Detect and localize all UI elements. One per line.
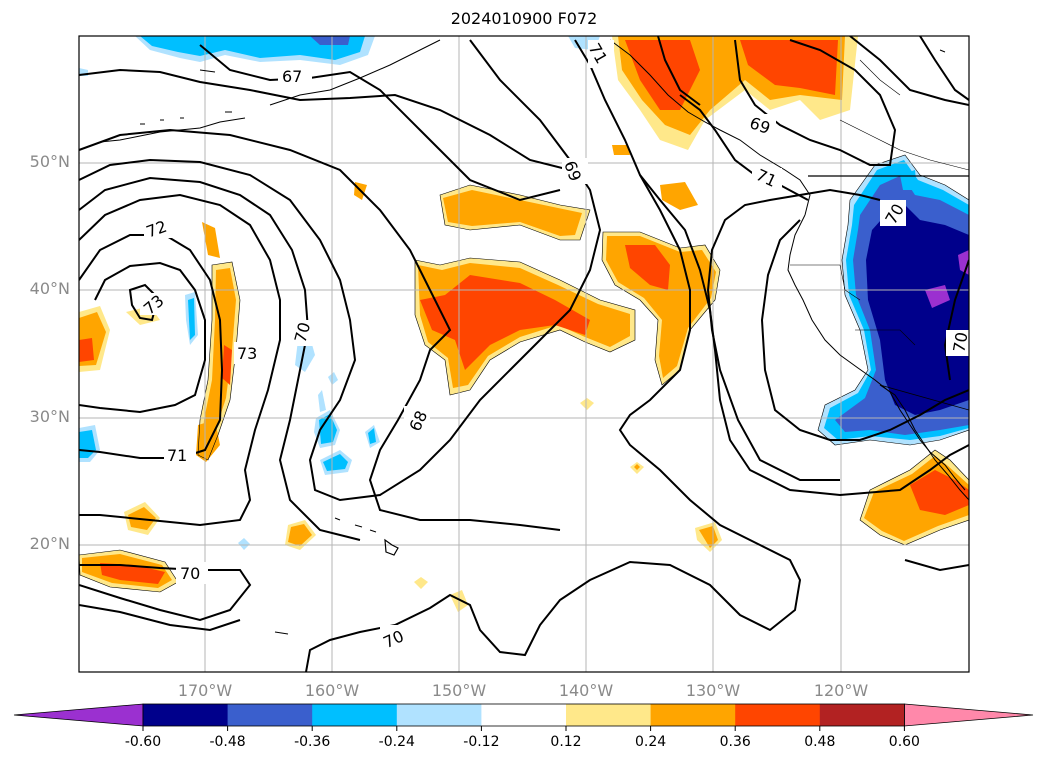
map-title: 2024010900 F072 (450, 9, 598, 28)
fill-pos1 (414, 577, 428, 589)
colorbar-segment (396, 704, 482, 726)
fill-pos2 (443, 190, 582, 236)
fill-pos3 (625, 245, 670, 290)
colorbar-tick-label: 0.12 (550, 734, 582, 750)
lon-label: 120°W (813, 681, 869, 700)
colorbar-tick-label: 0.48 (804, 734, 836, 750)
colorbar-tick-label: -0.36 (294, 734, 331, 750)
lon-label: 170°W (177, 681, 233, 700)
colorbar-frame (142, 703, 905, 727)
fill-pos3 (625, 40, 700, 110)
fill-pos3 (222, 345, 232, 385)
fill-pos3 (79, 338, 94, 362)
fill-pos3 (910, 470, 969, 515)
fill-neg1 (328, 372, 338, 385)
contour-label: 71 (167, 446, 187, 465)
colorbar-tick-label: -0.12 (463, 734, 500, 750)
fill-neg4 (866, 205, 969, 415)
fill-pos1 (580, 398, 594, 410)
fill-neg2 (323, 454, 348, 471)
lon-label: 130°W (685, 681, 741, 700)
contour-label: 70 (291, 320, 315, 345)
negative-fields (79, 36, 969, 550)
colorbar-tick-label: -0.60 (124, 734, 162, 750)
contour-label: 70 (949, 331, 971, 354)
colorbar-segment (481, 704, 567, 726)
colorbar-segment (650, 704, 736, 726)
colorbar-segment (312, 704, 398, 726)
colorbar-segment (13, 703, 144, 727)
fill-neg1 (900, 170, 917, 190)
fill-pos2 (612, 145, 630, 155)
lat-label: 50°N (29, 152, 70, 171)
fill-pos3 (740, 40, 838, 95)
fill-neg5 (925, 285, 950, 308)
colorbar-segment (904, 703, 1034, 727)
contour-label: 67 (282, 67, 302, 86)
colorbar-segment (735, 704, 821, 726)
colorbar-tick-label: 0.36 (719, 734, 751, 750)
fill-neg3 (310, 36, 350, 45)
colorbar-segment (143, 704, 229, 726)
contour-label: 73 (237, 344, 257, 363)
fill-pos2 (202, 222, 220, 258)
colorbar-segment (227, 704, 313, 726)
fill-pos2 (634, 464, 640, 470)
positive-fields (79, 36, 969, 612)
lat-label: 30°N (29, 407, 70, 426)
fill-neg1 (318, 390, 326, 412)
height-contours (79, 36, 969, 672)
contour-label-group: 67 69 69 71 72 73 73 70 71 70 68 70 70 (140, 40, 971, 652)
colorbar-tick-label: 0.24 (635, 734, 667, 750)
fill-pos3 (420, 275, 590, 370)
lon-label: 140°W (558, 681, 614, 700)
contour-label: 70 (180, 564, 200, 583)
map-content: 67 69 69 71 72 73 73 70 71 70 68 70 70 (79, 36, 971, 672)
fill-pos2 (288, 524, 312, 546)
fill-neg1 (238, 538, 250, 550)
colorbar-segment (566, 704, 652, 726)
colorbar-segment (819, 704, 905, 726)
fill-neg2 (140, 36, 365, 60)
lat-label: 40°N (29, 279, 70, 298)
colorbar-tick-label: 0.60 (888, 734, 920, 750)
colorbar (13, 703, 1034, 731)
colorbar-tick-label: -0.48 (209, 734, 246, 750)
fill-neg2 (188, 298, 195, 340)
fill-pos2 (202, 268, 236, 452)
colorbar-tick-label: -0.24 (378, 734, 415, 750)
fill-pos2 (606, 236, 716, 378)
map-frame (78, 35, 970, 673)
fill-neg2 (368, 428, 376, 444)
lat-label: 20°N (29, 534, 70, 553)
fill-pos3 (100, 563, 165, 584)
lon-label: 150°W (431, 681, 487, 700)
lon-label: 160°W (304, 681, 360, 700)
gridlines (79, 36, 969, 672)
fill-pos1 (660, 182, 698, 210)
